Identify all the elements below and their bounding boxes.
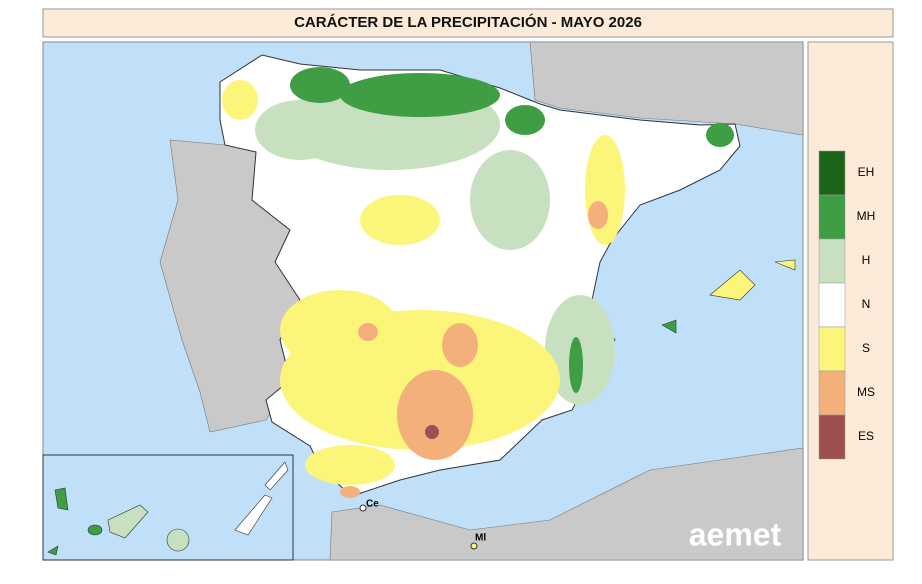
map: Ce Ml aemet: [42, 41, 804, 561]
legend-label: H: [862, 253, 871, 267]
legend-swatch: [818, 282, 846, 328]
legend-label: MH: [857, 209, 876, 223]
legend-label: ES: [858, 429, 874, 443]
canary-islands: [47, 461, 289, 556]
ceuta: [359, 504, 367, 512]
title: CARÁCTER DE LA PRECIPITACIÓN - MAYO 2026: [294, 13, 642, 31]
ibiza: [661, 319, 677, 334]
precipitation-areas: [222, 67, 734, 498]
place-label: Ml: [475, 533, 486, 544]
place-label: Ce: [366, 499, 379, 510]
africa: [329, 447, 804, 561]
legend-swatch: [818, 370, 846, 416]
france: [529, 41, 804, 136]
legend: EH MH H N S MS ES: [818, 150, 876, 460]
legend-label: S: [862, 341, 870, 355]
legend-label: N: [862, 297, 871, 311]
menorca: [774, 259, 796, 271]
legend-swatch: [818, 238, 846, 284]
melilla: [470, 542, 478, 550]
legend-label: MS: [857, 385, 875, 399]
logo: aemet: [689, 516, 782, 552]
title-bar: [42, 8, 894, 38]
legend-label: EH: [858, 165, 875, 179]
legend-swatch: [818, 326, 846, 372]
legend-swatch: [818, 150, 846, 196]
mallorca: [709, 269, 756, 301]
legend-swatch: [818, 414, 846, 460]
legend-swatch: [818, 194, 846, 240]
